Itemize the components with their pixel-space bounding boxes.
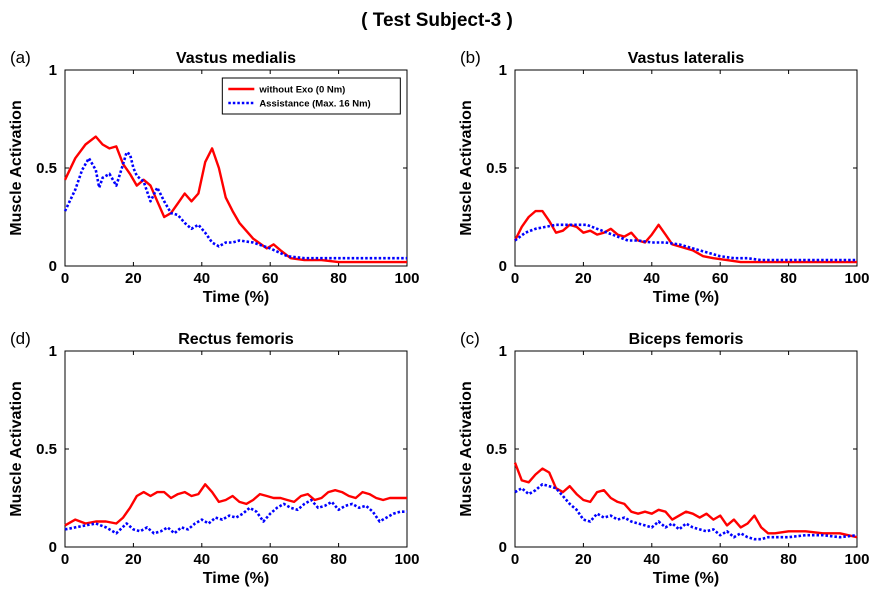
series-line-assistance xyxy=(64,498,407,535)
x-tick-label: 20 xyxy=(125,270,142,287)
y-tick-label: 0 xyxy=(49,539,57,556)
chart-title: Vastus lateralis xyxy=(628,50,745,67)
y-tick-label: 0.5 xyxy=(36,441,57,458)
x-tick-label: 0 xyxy=(61,551,69,568)
x-tick-label: 0 xyxy=(61,270,69,287)
y-tick-label: 0 xyxy=(499,539,507,556)
y-tick-label: 1 xyxy=(49,343,57,360)
y-tick-label: 0 xyxy=(49,258,57,275)
y-axis-label: Muscle Activation xyxy=(8,381,25,516)
x-tick-label: 60 xyxy=(262,270,279,287)
x-tick-label: 40 xyxy=(193,270,210,287)
x-tick-label: 20 xyxy=(575,270,592,287)
panel-letter: (a) xyxy=(10,48,31,67)
chart-panel-3: 0 20 40 60 80 100 0 0.5 1 (d) Rectus femoris Time (… xyxy=(8,329,420,587)
y-axis-label: Muscle Activation xyxy=(458,100,475,235)
chart-panel-2: 0 20 40 60 80 100 0 0.5 1 (b) Vastus lateralis Time… xyxy=(458,48,870,306)
y-tick-label: 1 xyxy=(499,343,507,360)
series-line-without-exo xyxy=(64,483,407,527)
y-tick-label: 1 xyxy=(49,62,57,79)
figure-title: ( Test Subject-3 ) xyxy=(361,10,513,31)
legend-entry-label: without Exo (0 Nm) xyxy=(258,85,345,96)
y-tick-label: 1 xyxy=(499,62,507,79)
panel-letter: (b) xyxy=(460,48,481,67)
x-tick-label: 80 xyxy=(330,270,347,287)
chart-title: Rectus femoris xyxy=(178,331,294,348)
y-tick-label: 0 xyxy=(499,258,507,275)
series-line-assistance xyxy=(63,151,407,260)
legend: without Exo (0 Nm) Assistance (Max. 16 Nm… xyxy=(221,77,401,115)
y-tick-label: 0.5 xyxy=(36,160,57,177)
series-line-without-exo xyxy=(513,462,858,539)
chart-title: Biceps femoris xyxy=(629,331,744,348)
x-tick-label: 60 xyxy=(712,551,729,568)
chart-panel-1: 0 20 40 60 80 100 0 0.5 1 (a) Vastus medialis Time … xyxy=(8,48,420,306)
series-line-assistance xyxy=(514,223,857,262)
chart-title: Vastus medialis xyxy=(176,50,296,67)
plot-frame xyxy=(514,350,858,548)
x-tick-label: 100 xyxy=(844,270,869,287)
x-tick-label: 100 xyxy=(394,270,419,287)
x-tick-label: 40 xyxy=(643,270,660,287)
series-line-without-exo xyxy=(63,135,407,264)
x-tick-label: 0 xyxy=(511,270,519,287)
x-tick-label: 40 xyxy=(643,551,660,568)
x-tick-label: 100 xyxy=(844,551,869,568)
x-tick-label: 20 xyxy=(575,551,592,568)
chart-panel-4: 0 20 40 60 80 100 0 0.5 1 (c) Biceps femoris Time (… xyxy=(458,329,870,587)
y-axis-label: Muscle Activation xyxy=(8,100,25,235)
legend-entry-label: Assistance (Max. 16 Nm) xyxy=(259,99,370,110)
x-axis-label: Time (%) xyxy=(203,289,269,306)
y-tick-label: 0.5 xyxy=(486,441,507,458)
y-axis-label: Muscle Activation xyxy=(458,381,475,516)
legend-box xyxy=(221,77,401,115)
panel-letter: (c) xyxy=(460,329,480,348)
x-tick-label: 100 xyxy=(394,551,419,568)
series-line-assistance xyxy=(514,482,858,541)
x-axis-label: Time (%) xyxy=(653,570,719,587)
x-tick-label: 40 xyxy=(193,551,210,568)
series-line-without-exo xyxy=(513,209,857,264)
x-tick-label: 80 xyxy=(330,551,347,568)
x-axis-label: Time (%) xyxy=(653,289,719,306)
x-tick-label: 60 xyxy=(262,551,279,568)
x-tick-label: 0 xyxy=(511,551,519,568)
plot-frame xyxy=(64,350,408,548)
x-axis-label: Time (%) xyxy=(203,570,269,587)
y-tick-label: 0.5 xyxy=(486,160,507,177)
x-tick-label: 80 xyxy=(780,270,797,287)
plot-frame xyxy=(514,69,858,267)
panel-letter: (d) xyxy=(10,329,31,348)
x-tick-label: 60 xyxy=(712,270,729,287)
x-tick-label: 20 xyxy=(125,551,142,568)
x-tick-label: 80 xyxy=(780,551,797,568)
